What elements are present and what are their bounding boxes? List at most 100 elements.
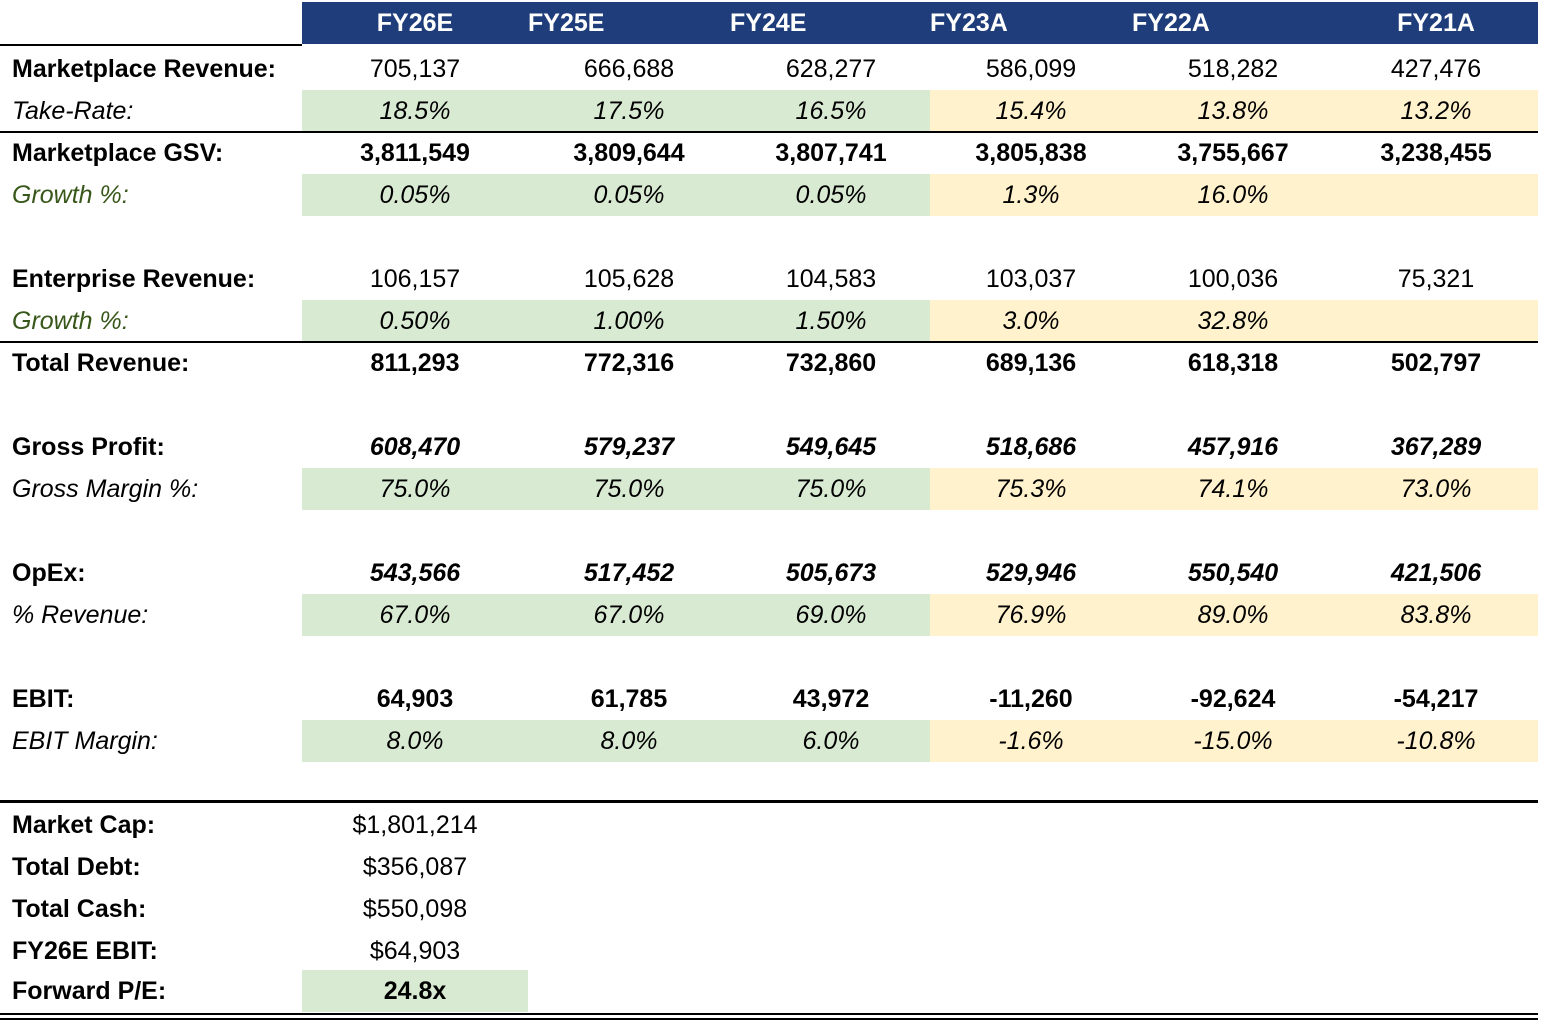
cell-fy25e[interactable]: 67.0%: [593, 601, 665, 629]
cell-fy22a[interactable]: 74.1%: [1197, 475, 1269, 503]
cell-fy23a[interactable]: 3,805,838: [975, 139, 1087, 167]
cell-fy22a[interactable]: 550,540: [1187, 559, 1279, 587]
cell-fy24e[interactable]: 16.5%: [795, 97, 867, 125]
cell-value[interactable]: $64,903: [369, 937, 461, 965]
cell-fy25e[interactable]: 8.0%: [600, 727, 658, 755]
column-header-fy24e[interactable]: FY24E: [730, 9, 807, 37]
cell-fy23a[interactable]: 15.4%: [995, 97, 1067, 125]
cell-fy22a[interactable]: 13.8%: [1197, 97, 1269, 125]
row-label[interactable]: Gross Profit:: [12, 433, 165, 461]
cell-fy21a[interactable]: [1334, 174, 1538, 216]
row-label[interactable]: Total Debt:: [12, 853, 141, 881]
cell-fy26e[interactable]: 0.05%: [379, 181, 451, 209]
cell-fy22a[interactable]: 89.0%: [1197, 601, 1269, 629]
column-header-fy21a[interactable]: FY21A: [1397, 9, 1475, 37]
cell-fy23a[interactable]: 3.0%: [1002, 307, 1060, 335]
cell-fy21a[interactable]: 502,797: [1390, 349, 1482, 377]
cell-fy24e[interactable]: 0.05%: [795, 181, 867, 209]
cell-fy22a[interactable]: -92,624: [1190, 685, 1276, 713]
row-label[interactable]: Gross Margin %:: [12, 475, 199, 503]
row-label[interactable]: EBIT:: [12, 685, 75, 713]
cell-value[interactable]: $550,098: [362, 895, 468, 923]
cell-fy21a[interactable]: 367,289: [1390, 433, 1482, 461]
cell-fy26e[interactable]: 811,293: [370, 349, 460, 377]
cell-fy23a[interactable]: 1.3%: [1002, 181, 1060, 209]
cell-fy21a[interactable]: 421,506: [1390, 559, 1482, 587]
cell-fy26e[interactable]: 705,137: [369, 55, 461, 83]
cell-fy22a[interactable]: 3,755,667: [1177, 139, 1289, 167]
cell-fy23a[interactable]: 586,099: [985, 55, 1077, 83]
row-label[interactable]: OpEx:: [12, 559, 86, 587]
cell-fy26e[interactable]: 106,157: [369, 265, 461, 293]
cell-fy22a[interactable]: 16.0%: [1197, 181, 1269, 209]
cell-fy23a[interactable]: 75.3%: [995, 475, 1067, 503]
cell-fy24e[interactable]: 549,645: [785, 433, 877, 461]
cell-value[interactable]: 24.8x: [383, 977, 447, 1005]
row-label[interactable]: Marketplace GSV:: [12, 139, 224, 167]
row-label[interactable]: Market Cap:: [12, 811, 156, 839]
cell-fy24e[interactable]: 1.50%: [795, 307, 867, 335]
cell-fy26e[interactable]: 67.0%: [379, 601, 451, 629]
row-label[interactable]: Total Revenue:: [12, 349, 190, 377]
cell-fy21a[interactable]: -54,217: [1393, 685, 1479, 713]
cell-fy24e[interactable]: 628,277: [785, 55, 877, 83]
column-header-fy25e[interactable]: FY25E: [528, 9, 605, 37]
cell-fy25e[interactable]: 105,628: [583, 265, 675, 293]
row-label[interactable]: Total Cash:: [12, 895, 147, 923]
row-label[interactable]: Growth %:: [12, 181, 129, 209]
cell-fy25e[interactable]: 61,785: [590, 685, 668, 713]
cell-fy25e[interactable]: 517,452: [583, 559, 675, 587]
cell-fy26e[interactable]: 543,566: [369, 559, 461, 587]
row-label[interactable]: EBIT Margin:: [12, 727, 158, 755]
cell-fy26e[interactable]: 18.5%: [379, 97, 451, 125]
cell-fy24e[interactable]: 505,673: [785, 559, 877, 587]
cell-fy25e[interactable]: 772,316: [583, 349, 675, 377]
row-label[interactable]: Enterprise Revenue:: [12, 265, 256, 293]
cell-fy21a[interactable]: 427,476: [1390, 55, 1482, 83]
cell-fy21a[interactable]: -10.8%: [1396, 727, 1476, 755]
column-header-fy26e[interactable]: FY26E: [376, 9, 454, 37]
row-label[interactable]: Take-Rate:: [12, 97, 134, 125]
cell-fy26e[interactable]: 3,811,549: [360, 139, 470, 167]
cell-fy24e[interactable]: 43,972: [792, 685, 870, 713]
cell-fy22a[interactable]: 518,282: [1187, 55, 1279, 83]
cell-fy21a[interactable]: 73.0%: [1400, 475, 1472, 503]
cell-fy21a[interactable]: 83.8%: [1400, 601, 1472, 629]
cell-fy25e[interactable]: 3,809,644: [573, 139, 685, 167]
cell-fy25e[interactable]: 0.05%: [593, 181, 665, 209]
cell-fy23a[interactable]: 529,946: [985, 559, 1077, 587]
cell-fy21a[interactable]: 75,321: [1397, 265, 1475, 293]
cell-value[interactable]: $356,087: [362, 853, 468, 881]
cell-fy22a[interactable]: -15.0%: [1193, 727, 1273, 755]
row-label[interactable]: Forward P/E:: [12, 977, 167, 1005]
cell-fy21a[interactable]: [1334, 300, 1538, 342]
column-header-fy22a[interactable]: FY22A: [1132, 9, 1210, 37]
cell-fy26e[interactable]: 608,470: [369, 433, 461, 461]
cell-fy25e[interactable]: 579,237: [583, 433, 675, 461]
cell-fy22a[interactable]: 618,318: [1187, 349, 1279, 377]
cell-fy26e[interactable]: 0.50%: [379, 307, 451, 335]
cell-fy23a[interactable]: -1.6%: [998, 727, 1064, 755]
cell-fy23a[interactable]: -11,260: [989, 685, 1073, 713]
cell-fy21a[interactable]: 3,238,455: [1380, 139, 1492, 167]
cell-fy25e[interactable]: 17.5%: [593, 97, 665, 125]
row-label[interactable]: FY26E EBIT:: [12, 937, 158, 965]
cell-fy24e[interactable]: 69.0%: [795, 601, 867, 629]
cell-fy23a[interactable]: 103,037: [985, 265, 1077, 293]
row-label[interactable]: % Revenue:: [12, 601, 149, 629]
cell-fy22a[interactable]: 32.8%: [1197, 307, 1269, 335]
cell-fy22a[interactable]: 457,916: [1187, 433, 1279, 461]
cell-fy24e[interactable]: 3,807,741: [775, 139, 887, 167]
cell-fy25e[interactable]: 1.00%: [593, 307, 665, 335]
row-label[interactable]: Marketplace Revenue:: [12, 55, 277, 83]
column-header-fy23a[interactable]: FY23A: [930, 9, 1008, 37]
cell-fy22a[interactable]: 100,036: [1187, 265, 1279, 293]
cell-fy24e[interactable]: 732,860: [785, 349, 877, 377]
cell-value[interactable]: $1,801,214: [352, 811, 478, 839]
cell-fy23a[interactable]: 689,136: [985, 349, 1077, 377]
cell-fy24e[interactable]: 75.0%: [795, 475, 867, 503]
cell-fy24e[interactable]: 6.0%: [802, 727, 860, 755]
cell-fy25e[interactable]: 75.0%: [593, 475, 665, 503]
row-label[interactable]: Growth %:: [12, 307, 129, 335]
cell-fy24e[interactable]: 104,583: [785, 265, 877, 293]
